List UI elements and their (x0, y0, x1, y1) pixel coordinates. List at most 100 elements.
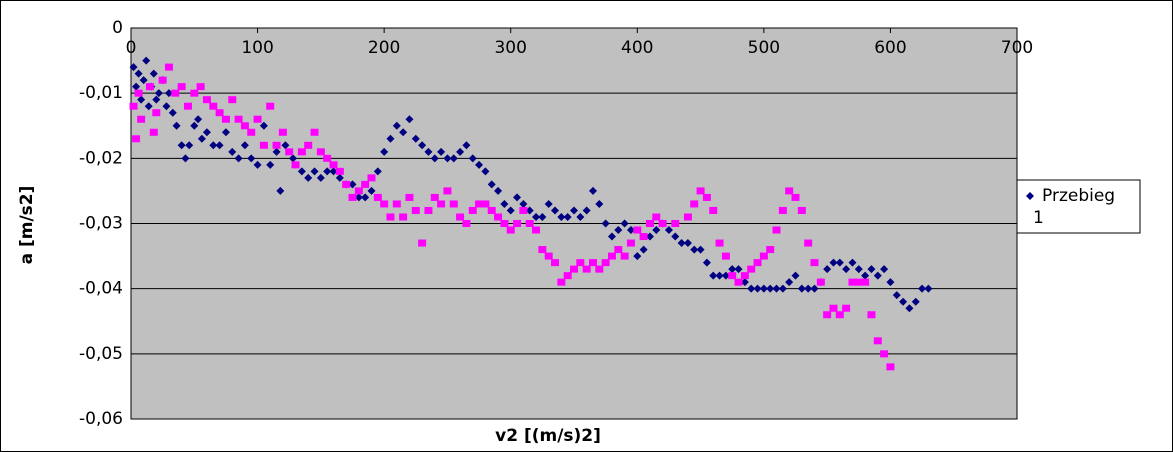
point (880, 350, 889, 358)
point (380, 200, 389, 208)
point (633, 252, 642, 261)
point (342, 180, 351, 188)
point (373, 193, 382, 201)
point (348, 193, 357, 201)
point (411, 134, 420, 143)
point (168, 108, 177, 117)
point (506, 226, 515, 234)
point (740, 272, 749, 280)
point (734, 265, 743, 274)
point (797, 206, 806, 214)
point (601, 259, 610, 267)
point (747, 284, 756, 293)
point (759, 252, 768, 260)
point (639, 245, 648, 254)
point (683, 239, 692, 248)
point (272, 141, 281, 149)
point (582, 265, 591, 273)
point (392, 200, 401, 208)
point (392, 121, 401, 130)
point (715, 239, 724, 247)
point (152, 95, 161, 104)
point (278, 128, 287, 136)
point (139, 76, 148, 85)
point (835, 258, 844, 267)
x-tick-label: 100 (241, 38, 273, 58)
point (500, 220, 509, 227)
point (194, 115, 203, 124)
point (690, 200, 699, 208)
x-axis-title: v2 [(m/s)2] (495, 426, 601, 446)
point (576, 212, 585, 221)
point (276, 186, 285, 195)
point (804, 239, 813, 247)
point (462, 220, 471, 227)
point (664, 226, 673, 235)
point (171, 89, 180, 97)
point (158, 76, 167, 84)
point (304, 173, 313, 182)
point (297, 148, 306, 156)
point (620, 219, 629, 228)
point (873, 337, 882, 345)
point (500, 199, 509, 208)
point (772, 226, 781, 234)
point (437, 200, 446, 208)
point (639, 233, 648, 241)
point (873, 271, 882, 280)
point (766, 284, 775, 293)
point (430, 193, 439, 201)
point (253, 115, 262, 123)
point (671, 232, 680, 241)
point (475, 160, 484, 169)
point (164, 63, 173, 71)
point (728, 272, 737, 280)
point (132, 82, 141, 91)
point (715, 271, 724, 280)
point (551, 259, 560, 267)
point (272, 147, 281, 156)
point (221, 115, 230, 123)
point (721, 252, 730, 260)
point (424, 147, 433, 156)
point (335, 173, 344, 182)
point (652, 213, 661, 221)
point (190, 121, 199, 130)
point (266, 102, 275, 110)
point (430, 154, 439, 163)
point (721, 271, 730, 280)
point (854, 265, 863, 274)
point (810, 284, 819, 293)
point (671, 220, 680, 227)
point (228, 147, 237, 156)
point (538, 246, 547, 254)
point (481, 167, 490, 176)
point (137, 115, 146, 123)
point (443, 187, 452, 195)
x-tick-label: 300 (494, 38, 526, 58)
point (848, 258, 857, 267)
point (633, 226, 642, 234)
point (753, 259, 762, 267)
point (626, 239, 635, 247)
point (772, 284, 781, 293)
point (418, 239, 427, 247)
point (152, 109, 161, 117)
point (880, 265, 889, 274)
point (240, 122, 249, 130)
point (519, 199, 528, 208)
point (861, 271, 870, 280)
point (905, 304, 914, 313)
point (289, 154, 298, 163)
point (823, 311, 832, 319)
point (867, 311, 876, 319)
point (513, 220, 522, 227)
point (563, 212, 572, 221)
x-tick-label: 500 (748, 38, 780, 58)
point (829, 304, 838, 312)
point (361, 193, 370, 202)
y-tick-label: -0,05 (79, 344, 123, 364)
point (142, 56, 151, 65)
point (570, 265, 578, 273)
